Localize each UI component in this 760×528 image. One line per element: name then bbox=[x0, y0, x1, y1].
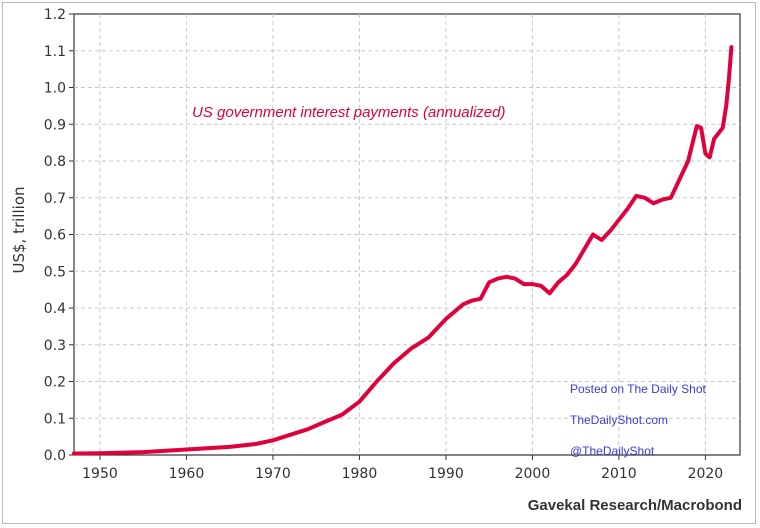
y-tick-label: 0.0 bbox=[44, 448, 66, 464]
y-tick-label: 1.2 bbox=[44, 7, 66, 23]
y-tick-label: 1.0 bbox=[44, 81, 66, 97]
x-axis-ticks: 1950 1960 1970 1980 1990 2000 2010 2020 bbox=[82, 455, 723, 482]
x-tick-label: 1960 bbox=[169, 466, 205, 482]
x-tick-label: 1970 bbox=[255, 466, 291, 482]
x-tick-label: 1950 bbox=[82, 466, 118, 482]
watermark-posted: Posted on The Daily Shot bbox=[570, 382, 707, 396]
y-tick-label: 0.8 bbox=[44, 154, 66, 170]
x-tick-label: 1990 bbox=[428, 466, 464, 482]
x-tick-label: 2010 bbox=[601, 466, 637, 482]
y-axis-label: US$, trillion bbox=[10, 187, 28, 274]
y-tick-label: 0.9 bbox=[44, 117, 66, 133]
grid-lines bbox=[74, 14, 740, 455]
y-tick-label: 0.2 bbox=[44, 375, 66, 391]
source-label: Gavekal Research/Macrobond bbox=[528, 497, 742, 514]
chart-title: US government interest payments (annuali… bbox=[192, 104, 506, 121]
y-tick-label: 0.5 bbox=[44, 264, 66, 280]
x-tick-label: 1980 bbox=[342, 466, 378, 482]
x-tick-label: 2000 bbox=[515, 466, 551, 482]
y-axis-ticks: 0.0 0.1 0.2 0.3 0.4 0.5 0.6 0.7 0.8 0.9 1.0 1.1 1.2 bbox=[44, 7, 74, 464]
y-tick-label: 0.6 bbox=[44, 228, 66, 244]
y-tick-label: 0.7 bbox=[44, 191, 66, 207]
y-tick-label: 0.4 bbox=[44, 301, 66, 317]
watermark-site: TheDailyShot.com bbox=[570, 413, 668, 427]
series-line bbox=[72, 45, 734, 456]
x-tick-label: 2020 bbox=[688, 466, 724, 482]
y-tick-label: 0.3 bbox=[44, 338, 66, 354]
y-tick-label: 1.1 bbox=[44, 44, 66, 60]
y-tick-label: 0.1 bbox=[44, 411, 66, 427]
watermark-handle: @TheDailyShot bbox=[570, 444, 655, 458]
